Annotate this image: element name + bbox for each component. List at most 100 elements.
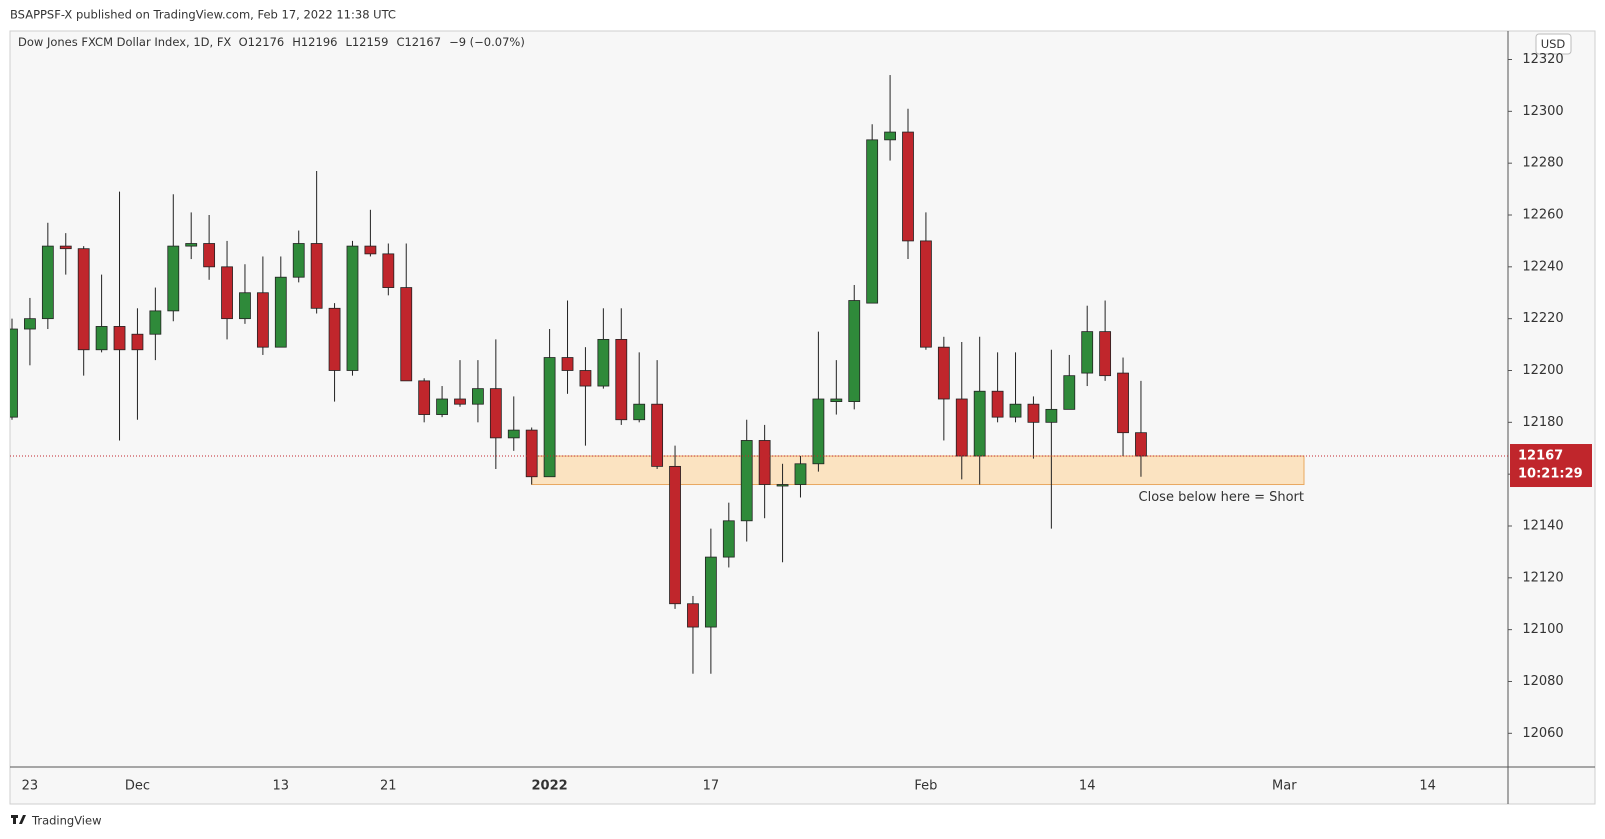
candle-body — [274, 276, 287, 348]
candle-body — [454, 398, 466, 405]
candle-body — [59, 245, 72, 250]
candle-body — [579, 370, 592, 387]
candle-body — [687, 603, 699, 628]
candle-body — [221, 266, 233, 320]
x-tick-label: 14 — [1079, 779, 1096, 794]
candle-body — [185, 243, 198, 247]
candle-body — [203, 243, 216, 268]
candle-body — [866, 139, 879, 304]
currency-button[interactable] — [1535, 33, 1572, 55]
candle-body — [776, 484, 789, 487]
candle-body — [758, 440, 771, 485]
candle-body — [364, 245, 377, 255]
candle-body — [884, 131, 896, 141]
y-tick-label: 12280 — [1522, 156, 1563, 171]
legend-open: O12176 — [239, 35, 285, 49]
candle-body — [77, 248, 90, 351]
zone-label: Close below here = Short — [1139, 490, 1304, 505]
candle-body — [991, 390, 1004, 418]
candle-body — [507, 429, 520, 439]
candle-body — [920, 240, 932, 348]
x-tick-label: 13 — [273, 779, 290, 794]
x-tick-label: Dec — [125, 779, 150, 794]
x-tick-label: Mar — [1272, 779, 1297, 794]
last-price-box — [1510, 444, 1592, 488]
legend-high: H12196 — [292, 35, 337, 49]
candle-body — [1027, 403, 1040, 423]
candle-body — [41, 245, 54, 320]
candle-body — [167, 245, 180, 312]
x-tick-label: 23 — [22, 779, 39, 794]
zone — [531, 455, 1305, 486]
candle-body — [10, 328, 18, 418]
y-tick-label: 12240 — [1522, 259, 1563, 274]
candle-body — [902, 131, 914, 242]
currency[interactable]: USD — [1541, 37, 1566, 51]
legend-close: C12167 — [396, 35, 441, 49]
candle-body — [1045, 408, 1058, 423]
candle-body — [1063, 375, 1076, 410]
candle-body — [973, 390, 986, 457]
y-tick-label: 12100 — [1522, 622, 1563, 637]
legend-line: Dow Jones FXCM Dollar Index, 1D, FX O1217… — [18, 35, 525, 49]
candle-body — [937, 346, 950, 400]
symbol: Dow Jones FXCM Dollar Index, 1D, FX — [18, 35, 231, 49]
candle-body — [651, 403, 664, 467]
candle-body — [489, 388, 502, 439]
candle-body — [400, 287, 413, 382]
y-tick-label: 12060 — [1522, 726, 1563, 741]
candle-body — [149, 310, 162, 335]
candle-body — [1099, 331, 1112, 377]
x-tick-label: 17 — [703, 779, 720, 794]
candle-body — [704, 556, 717, 628]
last-price-label: 12167 — [1518, 449, 1563, 464]
candle-body — [543, 357, 556, 478]
candle-body — [256, 292, 269, 348]
candle-body — [740, 440, 753, 522]
y-tick-label: 12120 — [1522, 570, 1563, 585]
y-tick-label: 12320 — [1522, 52, 1563, 67]
y-tick-label: 12300 — [1522, 104, 1563, 119]
candle-body — [418, 380, 431, 415]
candle-body — [561, 357, 574, 371]
y-tick-label: 12200 — [1522, 363, 1563, 378]
x-tick-label: 2022 — [532, 779, 568, 794]
candle-body — [848, 300, 861, 402]
candle-body — [346, 245, 359, 371]
candle-body — [24, 318, 36, 330]
publish-line: BSAPPSF-X published on TradingView.com, … — [10, 8, 396, 22]
y-tick-label: 12140 — [1522, 518, 1563, 533]
candle-body — [239, 292, 251, 320]
candle-body — [955, 398, 968, 457]
candle-body — [669, 465, 681, 605]
candle-body — [812, 398, 825, 465]
candle-body — [830, 398, 843, 402]
legend-low: L12159 — [345, 35, 388, 49]
logo — [11, 815, 26, 824]
x-tick-label: 14 — [1419, 779, 1436, 794]
y-tick-label: 12220 — [1522, 311, 1563, 326]
countdown: 10:21:29 — [1518, 467, 1583, 482]
candle-body — [633, 403, 646, 421]
y-tick-label: 12180 — [1522, 415, 1563, 430]
candle-body — [525, 429, 538, 478]
candle-body — [113, 326, 126, 351]
candle-body — [95, 326, 108, 351]
candle-body — [310, 243, 323, 309]
candle-body — [382, 253, 395, 288]
x-tick-label: Feb — [914, 779, 937, 794]
y-tick-label: 12080 — [1522, 674, 1563, 689]
x-tick-label: 21 — [380, 779, 397, 794]
candle-body — [1009, 403, 1022, 418]
candle-body — [131, 333, 144, 351]
brand: TradingView — [31, 814, 101, 828]
y-tick-label: 12260 — [1522, 208, 1563, 223]
candle-body — [292, 243, 305, 278]
legend-change: −9 (−0.07%) — [449, 35, 525, 49]
candle-body — [615, 338, 628, 421]
candle-body — [436, 398, 448, 415]
candle-body — [794, 463, 807, 485]
candle-body — [472, 388, 484, 405]
candle-body — [1081, 331, 1094, 374]
